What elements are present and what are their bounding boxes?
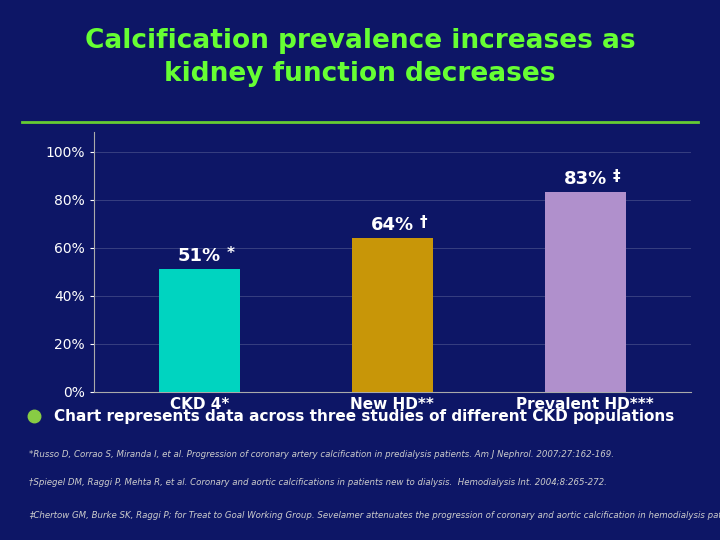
Bar	[159, 269, 240, 392]
Bar	[545, 192, 626, 392]
Text: Chart represents data across three studies of different CKD populations: Chart represents data across three studi…	[55, 409, 675, 424]
Text: †Spiegel DM, Raggi P, Mehta R, et al. Coronary and aortic calcifications in pati: †Spiegel DM, Raggi P, Mehta R, et al. Co…	[29, 478, 607, 488]
Text: *Russo D, Corrao S, Miranda I, et al. Progression of coronary artery calcificati: *Russo D, Corrao S, Miranda I, et al. Pr…	[29, 450, 613, 458]
Text: Calcification prevalence increases as
kidney function decreases: Calcification prevalence increases as ki…	[85, 28, 635, 86]
Text: ‡Chertow GM, Burke SK, Raggi P; for Treat to Goal Working Group. Sevelamer atten: ‡Chertow GM, Burke SK, Raggi P; for Trea…	[29, 511, 720, 520]
Text: ‡: ‡	[612, 169, 620, 184]
Bar	[352, 238, 433, 392]
Text: 51%: 51%	[178, 247, 221, 265]
Text: 64%: 64%	[371, 215, 414, 234]
Text: *: *	[227, 246, 235, 261]
Text: 83%: 83%	[564, 170, 607, 188]
Text: †: †	[419, 214, 427, 230]
